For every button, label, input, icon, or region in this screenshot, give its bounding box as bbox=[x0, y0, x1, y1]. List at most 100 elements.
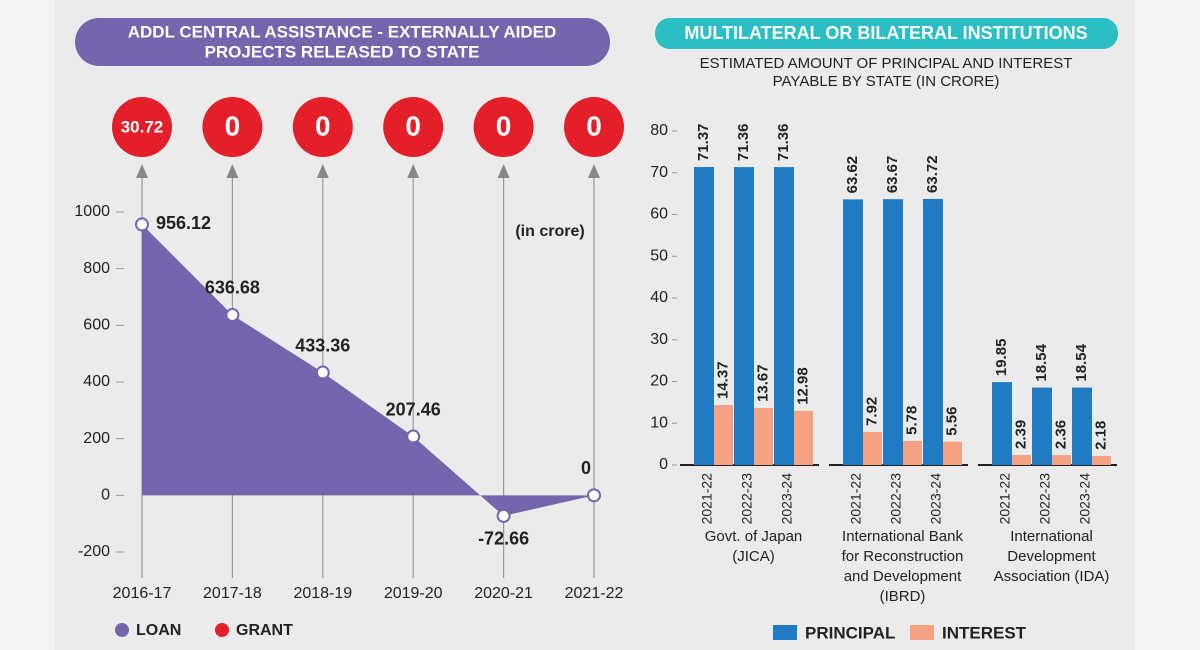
title-pill bbox=[655, 18, 1118, 49]
data-label: -72.66 bbox=[478, 529, 529, 549]
bar bbox=[903, 440, 922, 465]
grant-circle bbox=[383, 97, 444, 157]
grant-label: 30.72 bbox=[121, 117, 164, 136]
bar bbox=[1092, 455, 1111, 465]
loan-point bbox=[315, 365, 330, 380]
bar bbox=[883, 199, 903, 466]
y-tick-label: 30 bbox=[650, 331, 668, 348]
bar bbox=[754, 407, 773, 465]
group-label: Govt. of Japan bbox=[705, 528, 803, 545]
title-pill bbox=[75, 18, 610, 66]
group-label: International Bank bbox=[842, 528, 963, 545]
group-label: (IBRD) bbox=[880, 588, 926, 605]
y-tick-label: 0 bbox=[101, 487, 110, 504]
legend-label: GRANT bbox=[236, 622, 293, 639]
data-label: 71.36 bbox=[735, 124, 752, 162]
x-tick-label: 2021-22 bbox=[997, 473, 1013, 525]
grant-label: 0 bbox=[405, 110, 421, 141]
x-tick-label: 2022-23 bbox=[888, 473, 904, 525]
x-tick-label: 2020-21 bbox=[474, 585, 533, 602]
bar bbox=[1072, 387, 1092, 465]
bar bbox=[1052, 455, 1071, 465]
data-label: 12.98 bbox=[794, 367, 811, 405]
grant-circle bbox=[473, 97, 534, 157]
bar bbox=[923, 198, 943, 465]
legend-label: PRINCIPAL bbox=[805, 623, 895, 642]
x-tick-label: 2023-24 bbox=[1077, 473, 1093, 525]
data-label: 63.67 bbox=[884, 156, 901, 194]
chart-title: PROJECTS RELEASED TO STATE bbox=[205, 42, 480, 61]
data-label: 7.92 bbox=[863, 397, 880, 426]
grant-label: 0 bbox=[225, 110, 241, 141]
x-tick-label: 2023-24 bbox=[779, 473, 795, 525]
y-tick-label: 0 bbox=[659, 456, 668, 473]
x-tick-label: 2018-19 bbox=[293, 585, 352, 602]
unit-annotation: (in crore) bbox=[515, 223, 584, 240]
x-tick-label: 2017-18 bbox=[203, 585, 262, 602]
x-tick-label: 2022-23 bbox=[739, 473, 755, 525]
grant-circle bbox=[292, 97, 353, 157]
data-label: 18.54 bbox=[1033, 343, 1050, 381]
legend-swatch bbox=[773, 625, 797, 640]
y-tick-label: 10 bbox=[650, 414, 668, 431]
data-label: 2.18 bbox=[1092, 421, 1109, 450]
data-label: 0 bbox=[581, 458, 591, 478]
chart-title: ADDL CENTRAL ASSISTANCE - EXTERNALLY AID… bbox=[128, 22, 557, 41]
data-label: 19.85 bbox=[993, 339, 1010, 377]
legend-swatch bbox=[115, 623, 129, 637]
legend-swatch bbox=[910, 625, 934, 640]
data-label: 71.36 bbox=[775, 124, 792, 162]
group-label: Association (IDA) bbox=[994, 568, 1110, 585]
x-tick-label: 2019-20 bbox=[384, 585, 443, 602]
y-tick-label: 20 bbox=[650, 373, 668, 390]
data-label: 636.68 bbox=[205, 278, 260, 298]
y-tick-label: 800 bbox=[83, 260, 110, 277]
legend-label: INTEREST bbox=[942, 623, 1027, 642]
guide-arrow bbox=[226, 164, 239, 178]
y-tick-label: 80 bbox=[650, 122, 668, 139]
x-tick-label: 2021-22 bbox=[565, 585, 624, 602]
grant-label: 0 bbox=[496, 110, 512, 141]
x-tick-label: 2023-24 bbox=[928, 473, 944, 525]
data-label: 2.36 bbox=[1052, 420, 1069, 449]
bar bbox=[943, 441, 962, 465]
bar bbox=[1012, 455, 1031, 465]
y-tick-label: 1000 bbox=[74, 203, 110, 220]
data-label: 63.72 bbox=[924, 155, 941, 193]
guide-arrow bbox=[588, 164, 600, 178]
bar bbox=[774, 167, 794, 465]
loan-point bbox=[496, 508, 511, 523]
group-label: (JICA) bbox=[732, 548, 775, 565]
bar bbox=[843, 199, 863, 465]
bar bbox=[992, 382, 1012, 465]
data-label: 18.54 bbox=[1073, 343, 1090, 381]
grant-circle bbox=[112, 97, 172, 157]
data-label: 5.78 bbox=[903, 406, 920, 435]
bar bbox=[714, 405, 733, 465]
y-tick-label: 50 bbox=[650, 247, 668, 264]
group-label: International bbox=[1010, 528, 1093, 545]
bar bbox=[794, 410, 813, 465]
x-tick-label: 2022-23 bbox=[1037, 473, 1053, 525]
group-label: and Development bbox=[844, 568, 962, 585]
x-tick-label: 2021-22 bbox=[848, 473, 864, 525]
group-label: Development bbox=[1007, 548, 1096, 565]
bar bbox=[863, 431, 882, 465]
loan-area bbox=[142, 224, 594, 516]
chart-title: MULTILATERAL OR BILATERAL INSTITUTIONS bbox=[684, 23, 1087, 43]
bar bbox=[694, 167, 714, 465]
x-tick-label: 2021-22 bbox=[699, 473, 715, 525]
group-label: for Reconstruction bbox=[842, 548, 964, 565]
guide-arrow bbox=[316, 164, 329, 178]
legend-swatch bbox=[215, 623, 229, 637]
data-label: 433.36 bbox=[295, 335, 350, 355]
y-tick-label: 600 bbox=[83, 317, 110, 334]
data-label: 13.67 bbox=[754, 364, 771, 402]
data-label: 14.37 bbox=[714, 361, 731, 399]
grant-circle bbox=[564, 97, 624, 157]
guide-arrow bbox=[407, 164, 420, 178]
x-tick-label: 2016-17 bbox=[113, 585, 172, 602]
grant-label: 0 bbox=[315, 110, 331, 141]
bar bbox=[734, 167, 754, 465]
y-tick-label: 400 bbox=[83, 373, 110, 390]
